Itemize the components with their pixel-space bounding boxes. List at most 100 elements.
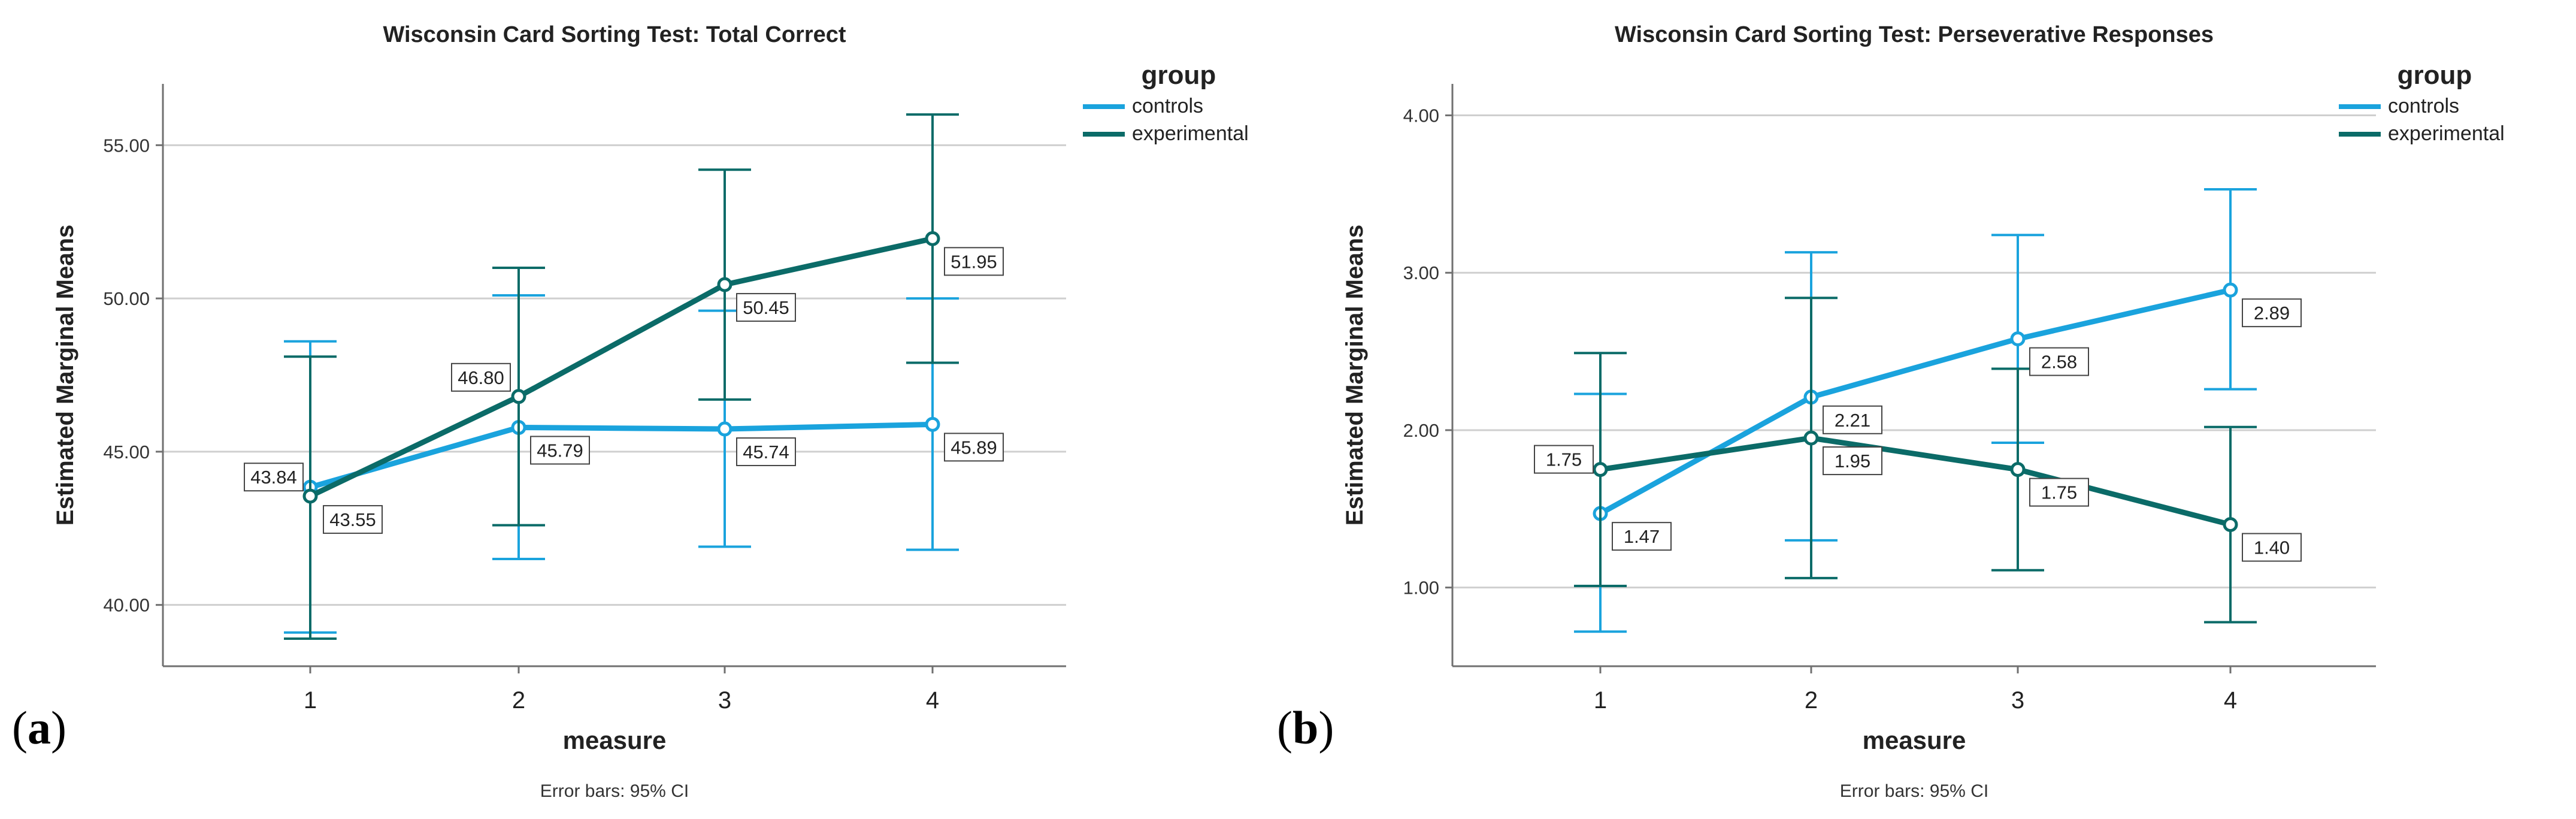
data-label: 2.58 bbox=[2029, 347, 2089, 376]
series-line-experimental bbox=[1600, 435, 2232, 527]
y-tick-label: 3.00 bbox=[1403, 262, 1439, 283]
x-axis-title: measure bbox=[1863, 726, 1966, 754]
data-label-text: 43.55 bbox=[329, 509, 376, 530]
series-line-controls bbox=[1599, 287, 2232, 516]
y-tick-label: 50.00 bbox=[103, 288, 150, 309]
data-label: 46.80 bbox=[451, 362, 511, 392]
y-axis-title: Estimated Marginal Means bbox=[52, 225, 78, 525]
chart-panel-2: Wisconsin Card Sorting Test: Perseverati… bbox=[1342, 22, 2505, 801]
y-tick-label: 1.00 bbox=[1403, 578, 1439, 599]
data-label-box bbox=[736, 437, 796, 467]
legend-label-experimental: experimental bbox=[1132, 122, 1249, 145]
data-label-text: 1.95 bbox=[1835, 451, 1870, 472]
chart-panel-1: Wisconsin Card Sorting Test: Total Corre… bbox=[52, 22, 1249, 801]
data-label-box bbox=[1823, 405, 1882, 434]
data-point bbox=[1593, 462, 1608, 478]
series-controls bbox=[1574, 188, 2257, 633]
data-point bbox=[925, 416, 940, 432]
data-label-text: 2.21 bbox=[1835, 410, 1870, 431]
data-label-box bbox=[1534, 445, 1594, 474]
data-point bbox=[511, 389, 526, 404]
legend-label-experimental: experimental bbox=[2388, 122, 2505, 145]
data-label-text: 50.45 bbox=[743, 297, 789, 318]
footnote: Error bars: 95% CI bbox=[1840, 781, 1988, 801]
legend-label-controls: controls bbox=[1132, 95, 1203, 117]
data-label: 45.89 bbox=[944, 433, 1004, 462]
data-label: 1.40 bbox=[2242, 533, 2302, 562]
series-experimental bbox=[1574, 297, 2257, 624]
x-tick-label: 2 bbox=[1805, 687, 1818, 714]
series-line-controls bbox=[309, 421, 933, 490]
data-point bbox=[302, 488, 318, 504]
data-label: 1.47 bbox=[1612, 522, 1672, 551]
data-label-text: 43.84 bbox=[250, 467, 297, 488]
data-label-box bbox=[2029, 478, 2089, 507]
data-label-text: 1.40 bbox=[2254, 537, 2290, 558]
data-label-box bbox=[736, 293, 796, 322]
data-label-box bbox=[451, 362, 511, 392]
data-label-text: 1.47 bbox=[1624, 526, 1660, 547]
legend-label-controls: controls bbox=[2388, 95, 2459, 117]
data-label-box bbox=[530, 436, 590, 465]
panel-label-a: (a) bbox=[12, 702, 66, 754]
data-label-box bbox=[1823, 446, 1882, 476]
y-axis-title: Estimated Marginal Means bbox=[1342, 225, 1368, 525]
x-tick-label: 1 bbox=[304, 687, 317, 714]
data-label-box bbox=[944, 433, 1004, 462]
panel-label-b: (b) bbox=[1277, 702, 1334, 754]
data-label: 45.74 bbox=[736, 437, 796, 467]
data-label: 51.95 bbox=[944, 247, 1004, 276]
data-point bbox=[925, 231, 940, 246]
data-label-text: 45.79 bbox=[537, 440, 583, 461]
data-label-text: 51.95 bbox=[951, 251, 997, 272]
data-label-box bbox=[1612, 522, 1672, 551]
data-label-box bbox=[2242, 533, 2302, 562]
data-label: 2.21 bbox=[1823, 405, 1882, 434]
series-controls bbox=[284, 294, 959, 634]
data-label-text: 2.89 bbox=[2254, 303, 2290, 324]
data-label-text: 1.75 bbox=[1546, 449, 1582, 470]
data-point bbox=[717, 421, 732, 437]
series-experimental bbox=[284, 113, 959, 640]
series-line-experimental bbox=[309, 235, 933, 499]
x-axis-title: measure bbox=[563, 726, 667, 754]
data-label-text: 45.74 bbox=[743, 442, 789, 463]
y-tick-label: 40.00 bbox=[103, 595, 150, 616]
x-tick-label: 3 bbox=[2011, 687, 2024, 714]
data-label-box bbox=[2242, 298, 2302, 328]
data-label: 50.45 bbox=[736, 293, 796, 322]
data-label: 1.95 bbox=[1823, 446, 1882, 476]
footnote: Error bars: 95% CI bbox=[540, 781, 689, 801]
y-tick-label: 2.00 bbox=[1403, 420, 1439, 441]
legend-title: group bbox=[2398, 61, 2472, 90]
chart-title: Wisconsin Card Sorting Test: Total Corre… bbox=[383, 22, 846, 47]
data-label-box bbox=[2029, 347, 2089, 376]
data-label-text: 45.89 bbox=[951, 437, 997, 458]
data-label: 2.89 bbox=[2242, 298, 2302, 328]
chart-title: Wisconsin Card Sorting Test: Perseverati… bbox=[1615, 22, 2214, 47]
legend-title: group bbox=[1142, 61, 1216, 90]
data-point bbox=[717, 277, 732, 292]
y-tick-label: 4.00 bbox=[1403, 105, 1439, 126]
data-label-text: 1.75 bbox=[2041, 482, 2077, 503]
data-point bbox=[2223, 282, 2238, 298]
data-label: 1.75 bbox=[2029, 478, 2089, 507]
data-label: 1.75 bbox=[1534, 445, 1594, 474]
x-tick-label: 2 bbox=[512, 687, 525, 714]
data-point bbox=[2010, 331, 2026, 347]
x-tick-label: 3 bbox=[718, 687, 731, 714]
data-label: 45.79 bbox=[530, 436, 590, 465]
x-tick-label: 1 bbox=[1594, 687, 1607, 714]
y-tick-label: 55.00 bbox=[103, 135, 150, 156]
y-tick-label: 45.00 bbox=[103, 442, 150, 463]
data-label: 43.55 bbox=[323, 505, 383, 534]
data-label-box bbox=[244, 463, 304, 492]
data-label-text: 46.80 bbox=[458, 367, 504, 388]
data-point bbox=[2010, 462, 2026, 478]
data-label-text: 2.58 bbox=[2041, 352, 2077, 373]
data-label-box bbox=[944, 247, 1004, 276]
data-label: 43.84 bbox=[244, 463, 304, 492]
data-label-box bbox=[323, 505, 383, 534]
x-tick-label: 4 bbox=[2224, 687, 2237, 714]
